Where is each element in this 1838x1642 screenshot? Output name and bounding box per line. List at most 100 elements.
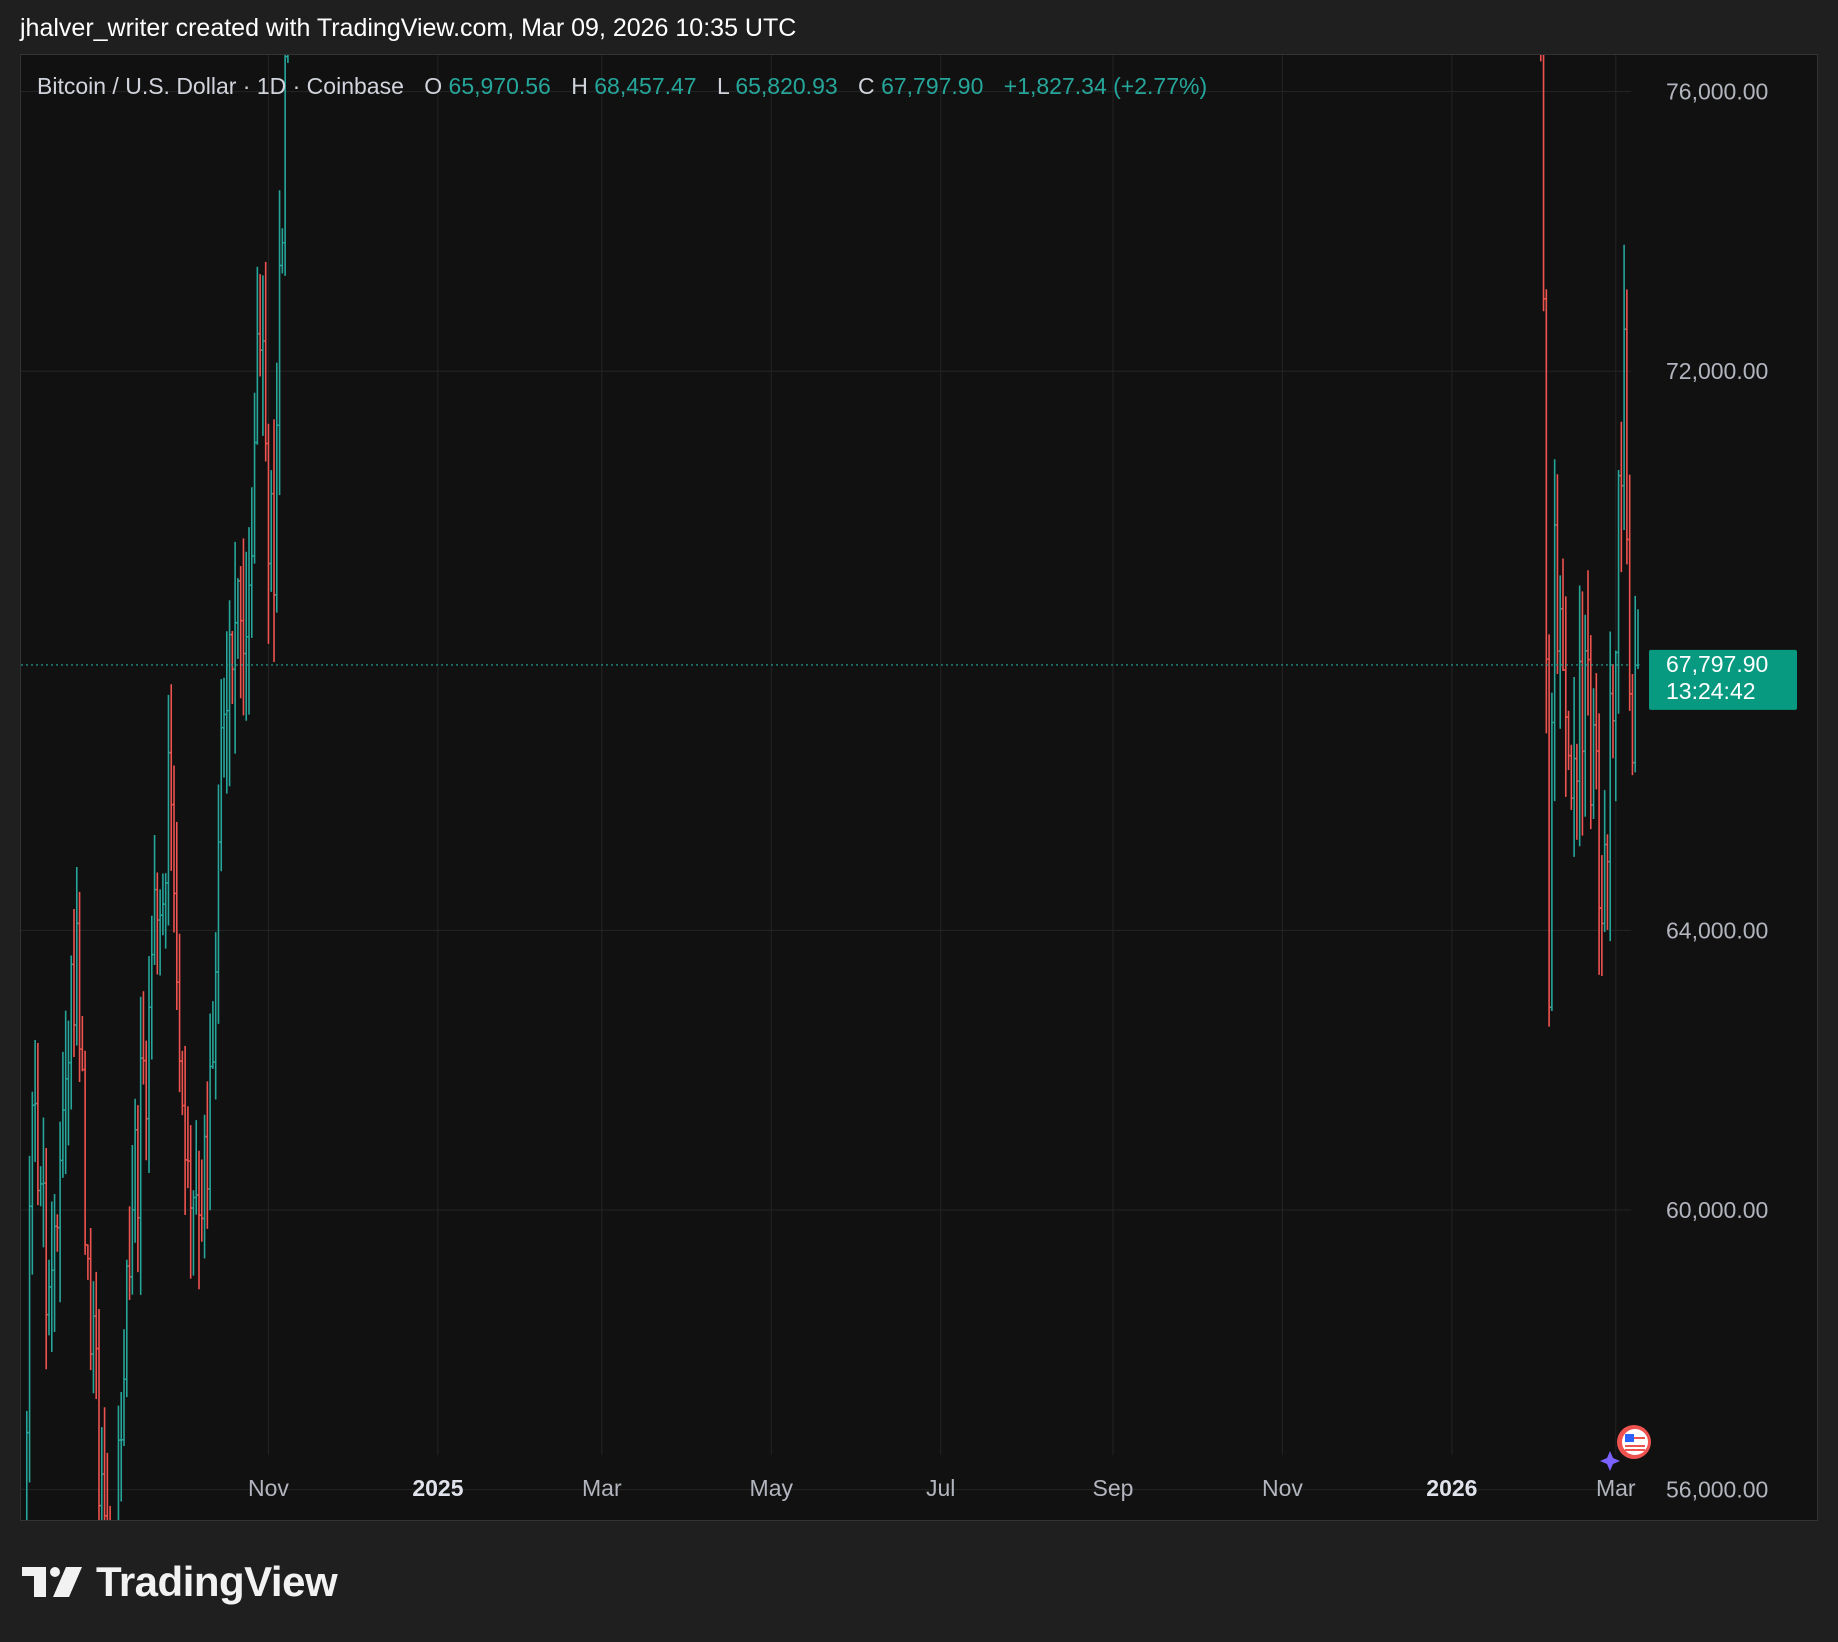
ohlc-bar: [167, 694, 170, 926]
legend-low-label: L: [717, 73, 730, 99]
ohlc-bar: [39, 1166, 43, 1207]
ohlc-bar: [1600, 855, 1604, 976]
ohlc-bar: [44, 1147, 48, 1370]
ohlc-bar: [194, 1120, 198, 1215]
ohlc-bar: [92, 1281, 95, 1394]
ohlc-bar: [67, 1020, 70, 1146]
legend-open-value: 65,970.56: [449, 73, 551, 99]
ohlc-bar: [42, 1117, 45, 1248]
ohlc-bar: [272, 419, 276, 663]
ohlc-bar: [105, 1452, 109, 1520]
ohlc-bar: [219, 679, 223, 872]
ohlc-bar: [214, 932, 218, 1100]
bar-countdown: 13:24:42: [1666, 678, 1756, 704]
ohlc-bar: [230, 630, 234, 705]
tradingview-logo[interactable]: TradingView: [22, 1558, 338, 1606]
ohlc-bar: [211, 1001, 215, 1069]
ohlc-bar: [36, 1043, 40, 1206]
last-price-value: 67,797.90: [1666, 651, 1768, 677]
ohlc-bar: [72, 909, 76, 1057]
ohlc-bar: [144, 1040, 148, 1161]
ohlc-bar: [33, 1040, 37, 1162]
ohlc-bar: [1556, 474, 1559, 675]
ohlc-bar: [103, 1407, 106, 1520]
price-tick-label: 64,000.00: [1666, 917, 1768, 943]
price-axis[interactable]: 132,000.00128,000.00124,000.00120,000.00…: [1666, 55, 1781, 1503]
ohlc-bar: [1628, 474, 1632, 711]
ohlc-bar: [1542, 55, 1545, 312]
ohlc-bar: [1567, 710, 1570, 771]
chart-panel[interactable]: 132,000.00128,000.00124,000.00120,000.00…: [20, 54, 1818, 1521]
ohlc-bar: [200, 1159, 204, 1242]
time-tick-label: 2026: [1426, 1475, 1477, 1501]
legend-high-value: 68,457.47: [594, 73, 696, 99]
ohlc-bar: [1586, 570, 1590, 716]
ohlc-bar: [1631, 674, 1634, 776]
ohlc-bar: [142, 991, 145, 1085]
ohlc-bar: [1619, 421, 1623, 573]
ohlc-bar: [109, 1505, 111, 1520]
ohlc-bar: [1550, 692, 1554, 1012]
time-tick-label: May: [750, 1475, 794, 1501]
ohlc-bar: [1581, 591, 1584, 836]
ohlc-bar: [208, 1013, 212, 1211]
ohlc-bar: [78, 891, 81, 1083]
price-chart[interactable]: 132,000.00128,000.00124,000.00120,000.00…: [21, 55, 1817, 1520]
ohlc-bar: [222, 677, 226, 778]
ohlc-bar: [1561, 558, 1565, 671]
ohlc-bar: [155, 872, 159, 975]
ohlc-bar: [253, 392, 256, 564]
ohlc-bar: [1608, 631, 1612, 942]
ohlc-bar: [278, 190, 281, 496]
ohlc-bar: [164, 873, 168, 949]
symbol-legend[interactable]: Bitcoin / U.S. Dollar · 1D · Coinbase O …: [37, 73, 1207, 99]
legend-high-label: H: [571, 73, 588, 99]
ohlc-bar: [86, 1244, 90, 1280]
time-tick-label: Mar: [1596, 1475, 1636, 1501]
sparkle-icon: [1600, 1451, 1620, 1471]
ohlc-bar: [150, 915, 154, 1060]
ohlc-bar: [1636, 609, 1640, 670]
time-tick-label: Sep: [1092, 1475, 1133, 1501]
time-axis[interactable]: Nov 2025 Mar May Jul Sep Nov 2026 Mar: [248, 1475, 1636, 1501]
ohlc-bar: [83, 1050, 87, 1255]
legend-change: +1,827.34 (+2.77%): [1004, 73, 1207, 99]
ohlc-bar: [267, 423, 270, 644]
time-tick-label: 2025: [412, 1475, 463, 1501]
ohlc-bar: [1583, 614, 1587, 817]
ohlc-bar: [233, 541, 237, 754]
ohlc-bar: [172, 765, 176, 933]
ohlc-bar: [30, 1091, 34, 1275]
ohlc-bar: [180, 1050, 184, 1116]
ohlc-bar: [1606, 834, 1609, 930]
ohlc-bar: [64, 1010, 68, 1175]
ohlc-bar: [1614, 650, 1618, 802]
ohlc-bar: [25, 1410, 29, 1520]
ohlc-bar: [1547, 634, 1551, 1027]
price-tick-label: 72,000.00: [1666, 358, 1768, 384]
ohlc-bar: [242, 538, 245, 716]
ohlc-bar: [128, 1206, 131, 1300]
ohlc-bar: [69, 955, 73, 1110]
legend-open-label: O: [424, 73, 442, 99]
tradingview-logo-icon: [22, 1567, 82, 1597]
ohlc-bar: [139, 996, 143, 1295]
ohlc-bar: [228, 600, 231, 787]
legend-close-value: 67,797.90: [881, 73, 983, 99]
last-price-badge-bg: [1649, 649, 1797, 710]
ohlc-bar: [161, 873, 165, 936]
ohlc-bar: [153, 835, 156, 966]
ohlc-bar: [244, 551, 248, 721]
ohlc-bar: [1569, 744, 1573, 810]
ohlc-bars: [25, 55, 1640, 1520]
ohlc-bar: [1633, 595, 1637, 773]
ohlc-bar: [1625, 289, 1629, 565]
ohlc-bar: [178, 933, 181, 1093]
price-tick-label: 60,000.00: [1666, 1197, 1768, 1223]
ohlc-bar: [136, 1105, 140, 1273]
ohlc-bar: [47, 1259, 51, 1336]
legend-symbol: Bitcoin / U.S. Dollar · 1D · Coinbase: [37, 73, 404, 99]
ohlc-bar: [28, 1155, 31, 1483]
ohlc-bar: [1597, 713, 1601, 975]
us-flag-event-icon[interactable]: [1600, 1425, 1651, 1471]
